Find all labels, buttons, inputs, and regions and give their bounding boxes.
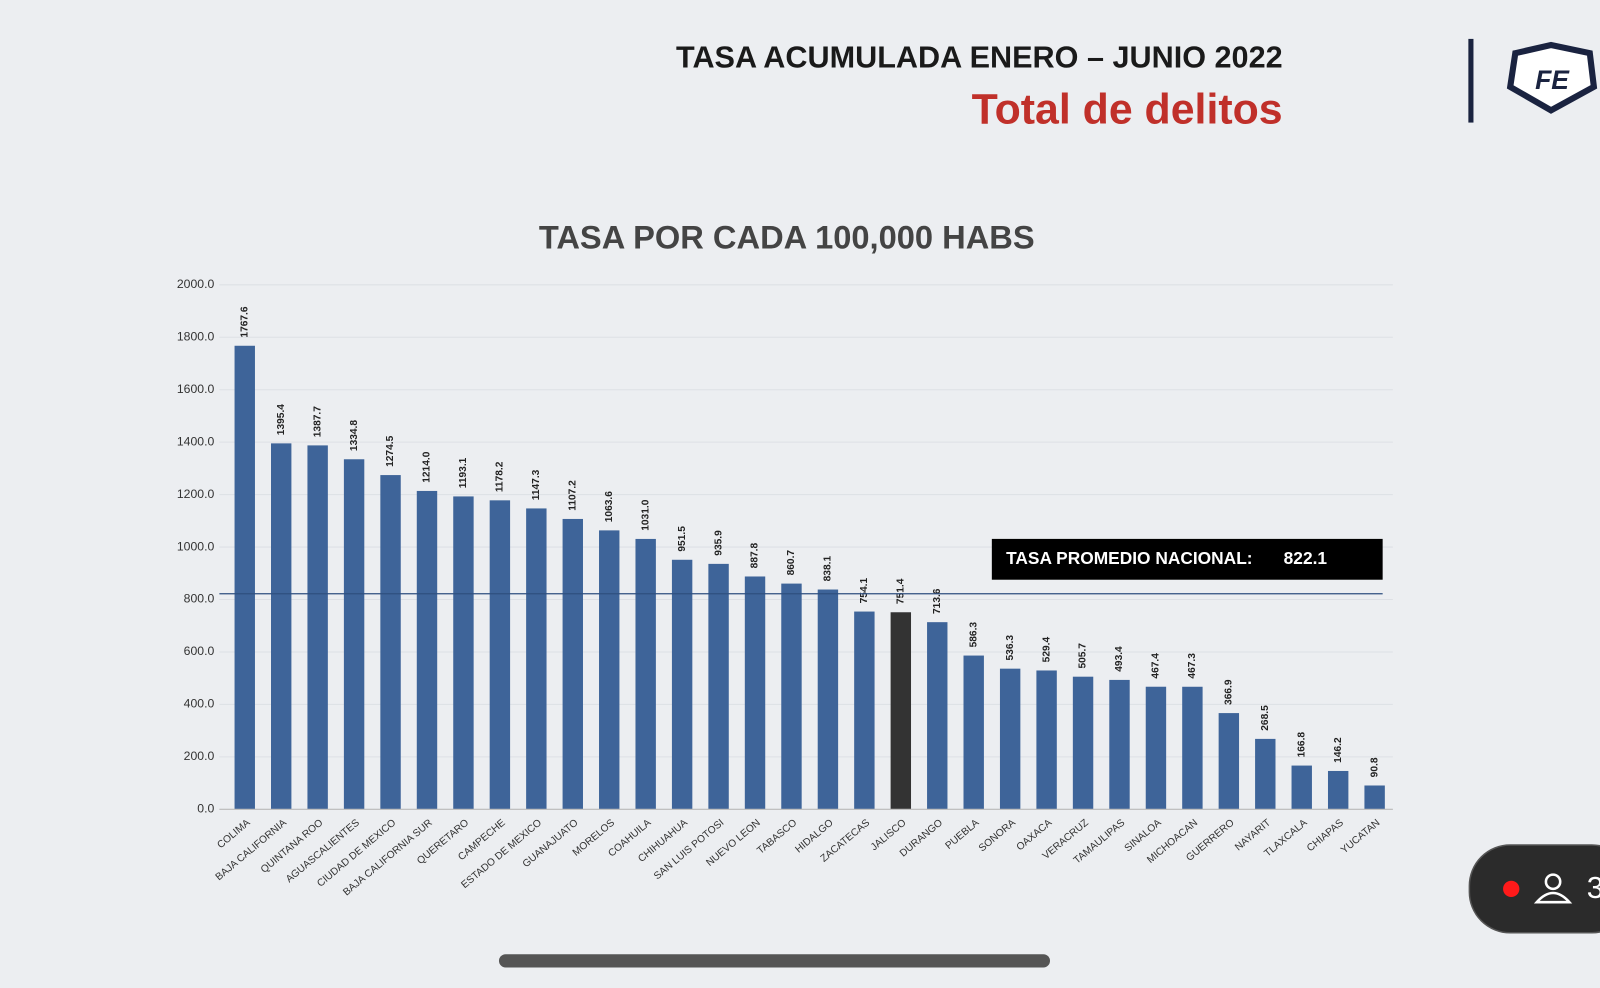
value-label: 887.8 — [750, 542, 761, 568]
bar — [343, 459, 365, 810]
value-label: 146.2 — [1333, 737, 1344, 763]
bar — [416, 490, 438, 810]
bar — [1145, 686, 1167, 810]
value-label: 951.5 — [677, 526, 688, 552]
value-label: 1193.1 — [458, 457, 469, 488]
y-tick-label: 1800.0 — [177, 329, 215, 343]
bar — [1364, 785, 1385, 810]
participants-pill[interactable]: 3 — [1468, 844, 1600, 934]
bar — [489, 500, 511, 810]
value-label: 1214.0 — [422, 451, 433, 482]
y-tick-label: 1200.0 — [177, 487, 215, 501]
value-label: 838.1 — [823, 556, 834, 582]
logo-shield — [1506, 41, 1598, 114]
bar — [671, 559, 693, 810]
reference-value: 822.1 — [1284, 548, 1328, 568]
bar — [453, 496, 474, 810]
y-tick-label: 200.0 — [184, 749, 215, 763]
participant-count: 3 — [1587, 871, 1600, 905]
bar — [307, 445, 328, 810]
bar — [635, 538, 656, 810]
reference-label-bg — [991, 538, 1383, 580]
bar — [562, 518, 583, 810]
x-tick-label: QUINTANA ROO — [259, 817, 325, 875]
value-label: 268.5 — [1260, 705, 1271, 731]
value-label: 536.3 — [1005, 635, 1016, 661]
chart-title: TASA POR CADA 100,000 HABS — [539, 219, 1035, 256]
bar — [744, 576, 766, 810]
value-label: 1395.4 — [276, 404, 287, 435]
divider — [1468, 38, 1474, 123]
value-label: 1107.2 — [567, 480, 578, 511]
bar — [526, 508, 547, 810]
value-label: 366.9 — [1224, 679, 1235, 705]
x-tick-label: PUEBLA — [944, 817, 982, 851]
value-label: 1767.6 — [239, 306, 250, 337]
bar — [380, 475, 401, 810]
header-subtitle: Total de delitos — [972, 86, 1283, 134]
value-label: 935.9 — [713, 530, 724, 556]
header-title: TASA ACUMULADA ENERO – JUNIO 2022 — [676, 40, 1283, 74]
bar — [854, 611, 875, 810]
bar — [1109, 679, 1130, 810]
bar — [999, 668, 1021, 810]
bar — [270, 443, 292, 810]
value-label: 1387.7 — [312, 406, 323, 437]
value-label: 754.1 — [859, 578, 870, 604]
value-label: 586.3 — [968, 622, 979, 648]
scrollbar[interactable] — [498, 954, 1050, 968]
bar — [1182, 686, 1203, 810]
value-label: 1274.5 — [385, 435, 396, 466]
bar — [817, 589, 839, 810]
y-tick-label: 1600.0 — [177, 382, 215, 396]
bar — [781, 583, 802, 810]
bar — [1072, 676, 1094, 810]
reference-label: TASA PROMEDIO NACIONAL: — [1006, 548, 1252, 568]
value-label: 713.6 — [932, 588, 943, 614]
bar — [234, 345, 255, 810]
bar — [708, 563, 729, 810]
person-icon — [1544, 873, 1562, 891]
bar — [1255, 738, 1276, 810]
value-label: 1334.8 — [349, 420, 360, 451]
bar — [963, 655, 984, 810]
y-tick-label: 0.0 — [197, 802, 214, 816]
y-tick-label: 600.0 — [184, 644, 215, 658]
value-label: 860.7 — [786, 550, 797, 576]
value-label: 1147.3 — [531, 469, 542, 500]
bar — [890, 612, 912, 810]
value-label: 751.4 — [896, 578, 907, 604]
value-label: 1031.0 — [640, 499, 651, 530]
record-dot — [1503, 880, 1520, 898]
value-label: 1178.2 — [495, 461, 506, 492]
y-tick-label: 400.0 — [184, 697, 215, 711]
x-tick-label: TABASCO — [755, 817, 799, 856]
bar — [1327, 770, 1349, 810]
y-tick-label: 2000.0 — [177, 277, 215, 291]
value-label: 1063.6 — [604, 491, 615, 522]
bar — [927, 622, 948, 810]
x-tick-label: SONORA — [977, 817, 1018, 854]
value-label: 467.4 — [1151, 653, 1162, 679]
y-tick-label: 800.0 — [184, 592, 215, 606]
value-label: 505.7 — [1078, 643, 1089, 669]
person-icon-body — [1533, 891, 1573, 904]
value-label: 166.8 — [1296, 732, 1307, 758]
x-tick-label: YUCATAN — [1339, 817, 1382, 856]
bar — [1218, 713, 1240, 810]
bar — [1291, 765, 1312, 810]
bar — [1036, 670, 1057, 810]
y-tick-label: 1400.0 — [177, 434, 215, 448]
value-label: 467.3 — [1187, 653, 1198, 679]
value-label: 90.8 — [1369, 757, 1380, 777]
y-tick-label: 1000.0 — [177, 539, 215, 553]
pill-bg[interactable] — [1468, 844, 1600, 934]
x-tick-label: SAN LUIS POTOSI — [652, 817, 726, 882]
value-label: 529.4 — [1041, 636, 1052, 662]
logo-text: FE — [1535, 65, 1570, 95]
bar — [599, 530, 620, 810]
value-label: 493.4 — [1114, 646, 1125, 672]
